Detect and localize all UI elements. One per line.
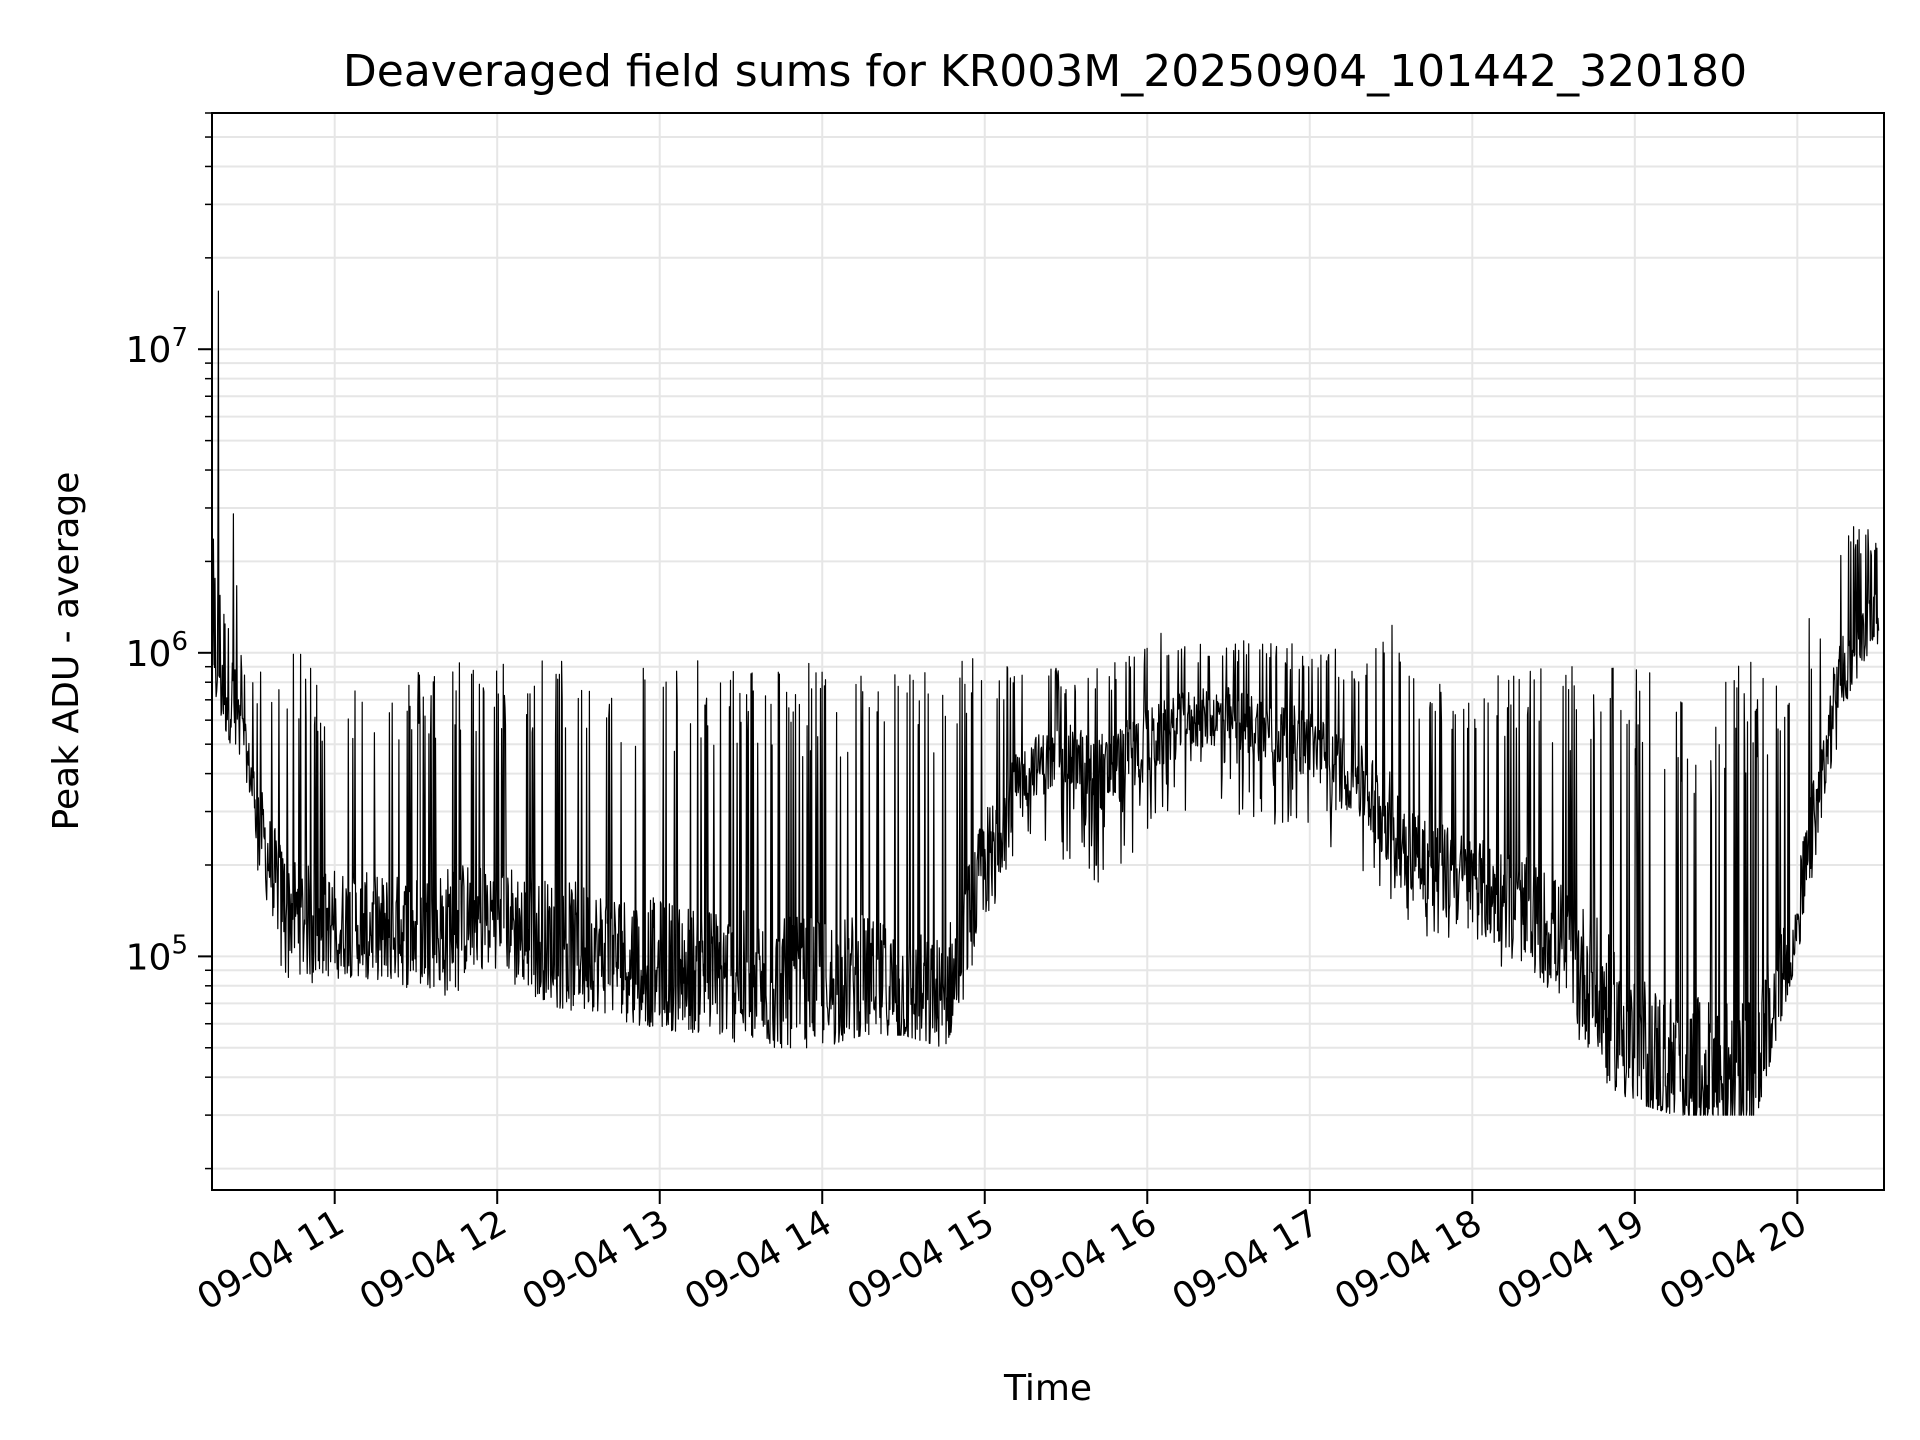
chart-title: Deaveraged field sums for KR003M_2025090…: [343, 46, 1747, 97]
y-axis: 105 106 107: [126, 112, 212, 1170]
y-tick-label: 107: [126, 323, 188, 371]
y-tick-label: 106: [126, 627, 188, 675]
series-layer: [212, 290, 1880, 1116]
y-axis-label: Peak ADU - average: [46, 472, 87, 831]
y-tick-label: 105: [126, 930, 188, 978]
x-axis-label: Time: [1003, 1368, 1092, 1409]
series-line: [212, 290, 1880, 1116]
plot-frame: [211, 112, 1885, 1191]
